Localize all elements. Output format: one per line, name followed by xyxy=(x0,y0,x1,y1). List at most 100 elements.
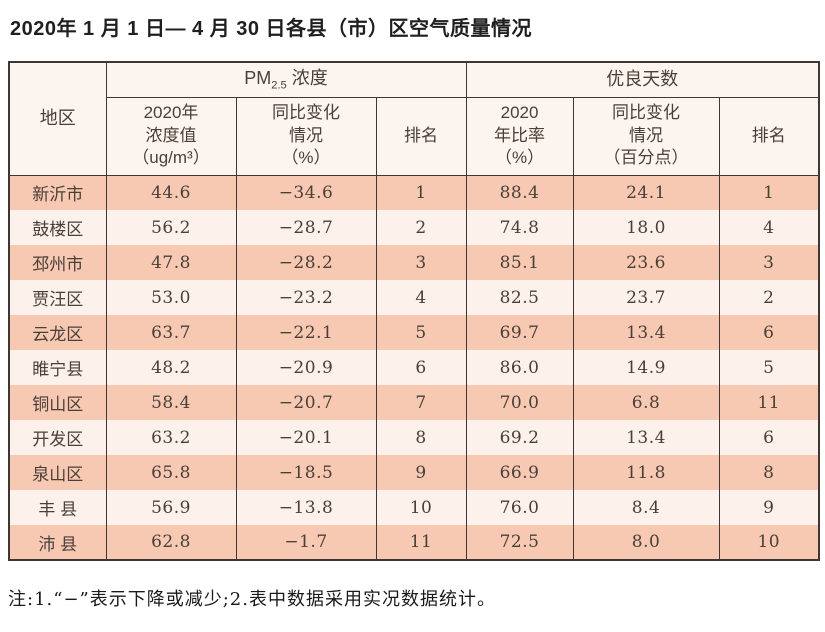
pm-value-cell: 56.2 xyxy=(105,210,237,245)
region-cell: 鼓楼区 xyxy=(8,210,107,245)
pm-value-cell: 47.8 xyxy=(105,245,237,280)
good-rank-cell: 4 xyxy=(718,210,820,245)
table-row: 泉山区 65.8 −18.5 9 66.9 11.8 8 xyxy=(8,455,820,490)
good-rank-cell: 11 xyxy=(718,385,820,420)
good-change-cell: 8.0 xyxy=(572,525,720,560)
good-change-cell: 11.8 xyxy=(572,455,720,490)
pm-value-cell: 63.7 xyxy=(105,315,237,350)
header-pm-rank: 排名 xyxy=(375,96,467,176)
good-rank-cell: 5 xyxy=(718,350,820,385)
region-cell: 沛 县 xyxy=(8,525,107,560)
pm-rank-cell: 3 xyxy=(375,245,467,280)
pm-rank-cell: 6 xyxy=(375,350,467,385)
pm-rank-cell: 2 xyxy=(375,210,467,245)
good-change-cell: 8.4 xyxy=(572,490,720,525)
good-rank-cell: 6 xyxy=(718,315,820,350)
table-row: 云龙区 63.7 −22.1 5 69.7 13.4 6 xyxy=(8,315,820,350)
good-rank-cell: 1 xyxy=(718,175,820,210)
pm-change-cell: −20.7 xyxy=(235,385,377,420)
good-change-cell: 18.0 xyxy=(572,210,720,245)
region-cell: 新沂市 xyxy=(8,175,107,210)
pm25-label-base: PM xyxy=(244,67,272,88)
pm-value-cell: 56.9 xyxy=(105,490,237,525)
good-rate-cell: 66.9 xyxy=(465,455,574,490)
good-rate-cell: 86.0 xyxy=(465,350,574,385)
pm-rank-cell: 7 xyxy=(375,385,467,420)
table-row: 邳州市 47.8 −28.2 3 85.1 23.6 3 xyxy=(8,245,820,280)
region-cell: 睢宁县 xyxy=(8,350,107,385)
header-good-change: 同比变化 情况 （百分点） xyxy=(572,96,720,176)
pm25-label-rest: 浓度 xyxy=(286,67,328,88)
table-header: 地区 PM2.5 浓度 优良天数 2020年 浓度值 （ug/m³） 同比变化 … xyxy=(8,61,820,176)
pm-rank-cell: 1 xyxy=(375,175,467,210)
good-rank-cell: 9 xyxy=(718,490,820,525)
table-row: 丰 县 56.9 −13.8 10 76.0 8.4 9 xyxy=(8,490,820,525)
header-good-days-group: 优良天数 xyxy=(465,61,820,98)
table-row: 睢宁县 48.2 −20.9 6 86.0 14.9 5 xyxy=(8,350,820,385)
air-quality-table: 地区 PM2.5 浓度 优良天数 2020年 浓度值 （ug/m³） 同比变化 … xyxy=(8,61,821,561)
footnote: 注:1.“−”表示下降或减少;2.表中数据采用实况数据统计。 xyxy=(8,589,496,610)
pm-value-cell: 53.0 xyxy=(105,280,237,315)
pm-rank-cell: 9 xyxy=(375,455,467,490)
header-pm-change: 同比变化 情况 （%） xyxy=(235,96,377,176)
table-row: 贾汪区 53.0 −23.2 4 82.5 23.7 2 xyxy=(8,280,820,315)
region-cell: 贾汪区 xyxy=(8,280,107,315)
good-change-cell: 23.7 xyxy=(572,280,720,315)
good-rate-cell: 72.5 xyxy=(465,525,574,560)
region-cell: 邳州市 xyxy=(8,245,107,280)
pm25-label-sub: 2.5 xyxy=(271,79,287,92)
pm-change-cell: −34.6 xyxy=(235,175,377,210)
good-change-cell: 13.4 xyxy=(572,420,720,455)
pm-change-cell: −1.7 xyxy=(235,525,377,560)
good-rate-cell: 69.2 xyxy=(465,420,574,455)
good-change-cell: 13.4 xyxy=(572,315,720,350)
good-rank-cell: 6 xyxy=(718,420,820,455)
good-rank-cell: 8 xyxy=(718,455,820,490)
good-rate-cell: 74.8 xyxy=(465,210,574,245)
good-rank-cell: 2 xyxy=(718,280,820,315)
region-cell: 泉山区 xyxy=(8,455,107,490)
pm-change-cell: −28.7 xyxy=(235,210,377,245)
header-region: 地区 xyxy=(8,61,107,176)
good-rank-cell: 10 xyxy=(718,525,820,560)
good-rate-cell: 85.1 xyxy=(465,245,574,280)
page-title: 2020年 1 月 1 日— 4 月 30 日各县（市）区空气质量情况 xyxy=(10,18,533,40)
good-rate-cell: 70.0 xyxy=(465,385,574,420)
header-good-rate: 2020 年比率 （%） xyxy=(465,96,574,176)
pm-change-cell: −20.9 xyxy=(235,350,377,385)
region-cell: 丰 县 xyxy=(8,490,107,525)
header-pm-value: 2020年 浓度值 （ug/m³） xyxy=(105,96,237,176)
pm-change-cell: −20.1 xyxy=(235,420,377,455)
header-pm25-group: PM2.5 浓度 xyxy=(105,61,467,98)
good-rate-cell: 88.4 xyxy=(465,175,574,210)
region-cell: 开发区 xyxy=(8,420,107,455)
good-change-cell: 6.8 xyxy=(572,385,720,420)
pm-rank-cell: 11 xyxy=(375,525,467,560)
region-cell: 云龙区 xyxy=(8,315,107,350)
table-row: 开发区 63.2 −20.1 8 69.2 13.4 6 xyxy=(8,420,820,455)
pm-change-cell: −22.1 xyxy=(235,315,377,350)
good-rate-cell: 69.7 xyxy=(465,315,574,350)
pm-rank-cell: 10 xyxy=(375,490,467,525)
pm-value-cell: 48.2 xyxy=(105,350,237,385)
table-row: 鼓楼区 56.2 −28.7 2 74.8 18.0 4 xyxy=(8,210,820,245)
table-row: 沛 县 62.8 −1.7 11 72.5 8.0 10 xyxy=(8,525,820,560)
table-row: 铜山区 58.4 −20.7 7 70.0 6.8 11 xyxy=(8,385,820,420)
pm-change-cell: −28.2 xyxy=(235,245,377,280)
table-row: 新沂市 44.6 −34.6 1 88.4 24.1 1 xyxy=(8,175,820,210)
pm-change-cell: −18.5 xyxy=(235,455,377,490)
good-rate-cell: 76.0 xyxy=(465,490,574,525)
pm-value-cell: 58.4 xyxy=(105,385,237,420)
pm-rank-cell: 4 xyxy=(375,280,467,315)
pm-value-cell: 62.8 xyxy=(105,525,237,560)
pm-rank-cell: 5 xyxy=(375,315,467,350)
region-cell: 铜山区 xyxy=(8,385,107,420)
good-rank-cell: 3 xyxy=(718,245,820,280)
pm-value-cell: 44.6 xyxy=(105,175,237,210)
pm-change-cell: −13.8 xyxy=(235,490,377,525)
good-change-cell: 23.6 xyxy=(572,245,720,280)
pm-rank-cell: 8 xyxy=(375,420,467,455)
good-change-cell: 24.1 xyxy=(572,175,720,210)
header-group-row: 地区 PM2.5 浓度 优良天数 xyxy=(8,61,820,176)
header-good-rank: 排名 xyxy=(718,96,820,176)
